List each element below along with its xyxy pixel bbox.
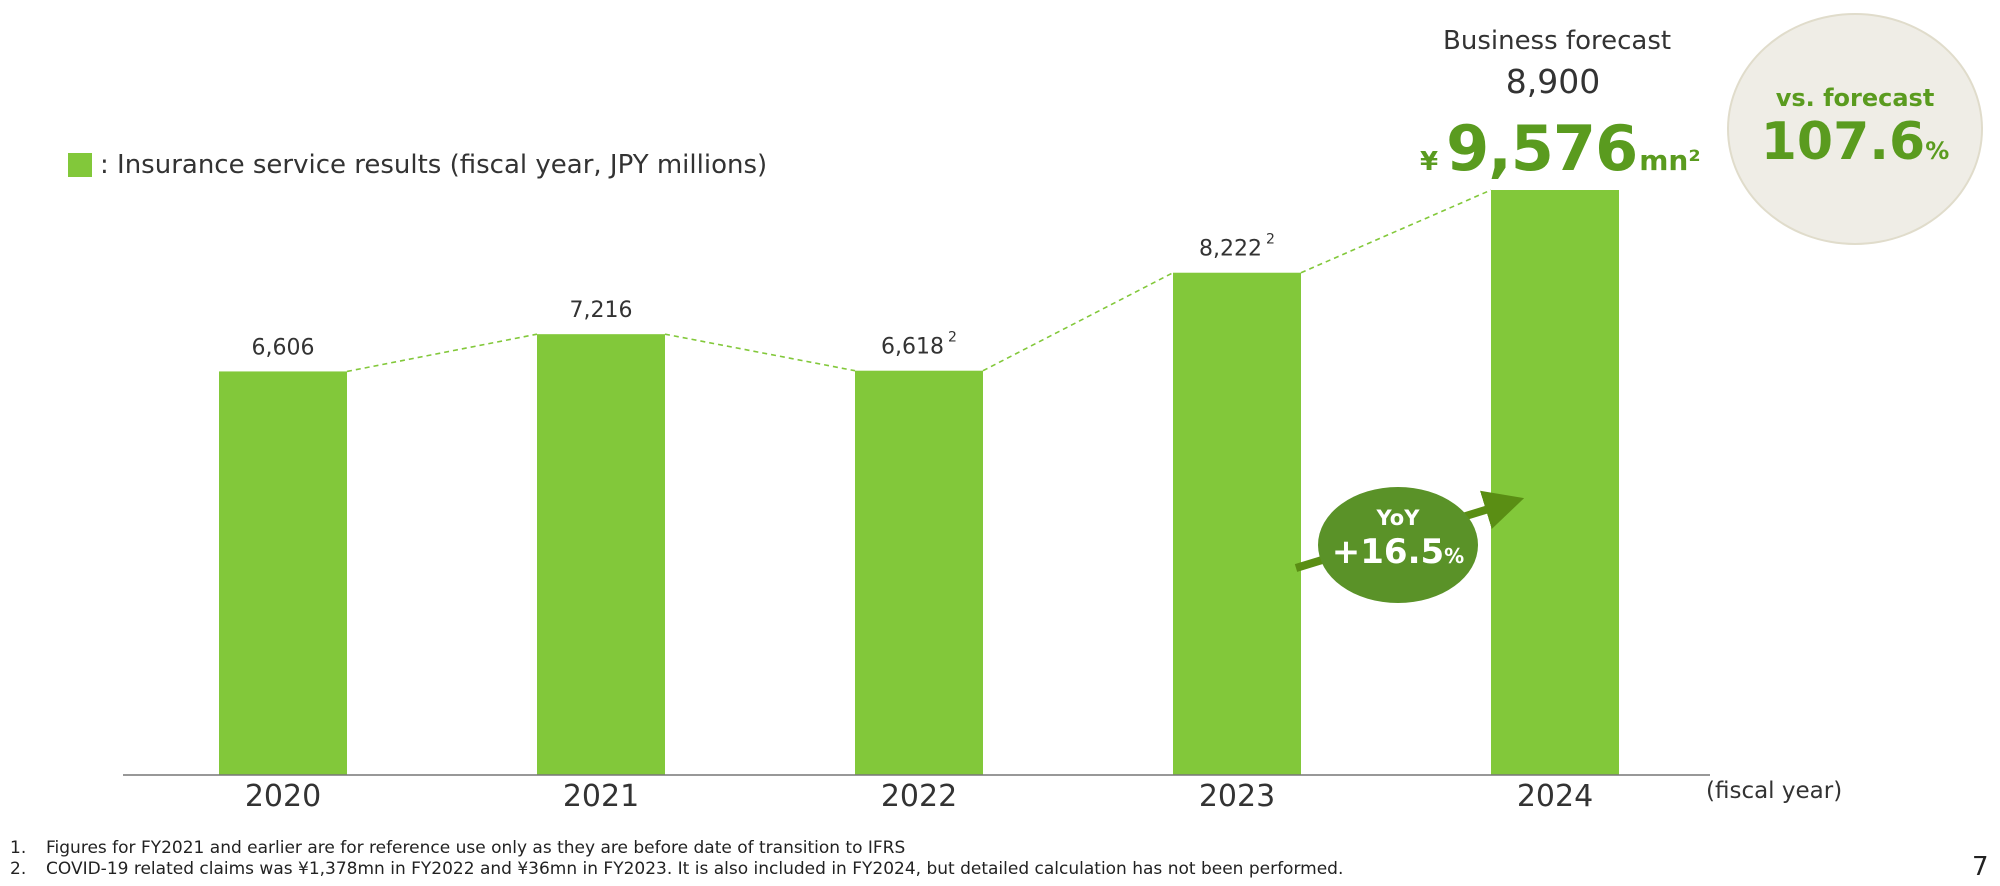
bar-2020 bbox=[219, 371, 347, 775]
x-tick-2022: 2022 bbox=[881, 779, 957, 814]
currency-symbol: ¥ bbox=[1420, 147, 1439, 177]
yoy-value: +16.5% bbox=[1318, 532, 1478, 572]
footnote-ref: 2 bbox=[948, 330, 957, 346]
footnote: 2. COVID-19 related claims was ¥1,378mn i… bbox=[10, 859, 1344, 879]
vs-forecast-circle bbox=[1727, 13, 1983, 245]
bar-2023 bbox=[1173, 272, 1301, 775]
yoy-label: YoY bbox=[1376, 506, 1420, 530]
footnotes: 1. Figures for FY2021 and earlier are for… bbox=[10, 838, 1343, 880]
bar-2022 bbox=[855, 370, 983, 775]
bar-2021 bbox=[537, 334, 665, 775]
vs-forecast-value: 107.6% bbox=[1727, 112, 1983, 172]
data-label-2021: 7,216 bbox=[570, 298, 633, 323]
trend-segment bbox=[1300, 189, 1492, 274]
x-tick-2023: 2023 bbox=[1199, 779, 1275, 814]
latest-unit: mn² bbox=[1639, 144, 1701, 177]
forecast-value: 8,900 bbox=[1505, 62, 1601, 101]
x-tick-2021: 2021 bbox=[563, 779, 639, 814]
vs-forecast-unit: % bbox=[1925, 137, 1950, 165]
yoy-number: +16.5 bbox=[1331, 532, 1445, 572]
yoy-unit: % bbox=[1444, 544, 1465, 568]
trend-segment bbox=[982, 272, 1174, 372]
x-tick-2020: 2020 bbox=[245, 779, 321, 814]
legend-swatch bbox=[68, 153, 92, 177]
data-label-2023: 8,222 2 bbox=[1199, 232, 1275, 262]
footnote: 1. Figures for FY2021 and earlier are for… bbox=[10, 838, 906, 858]
page-number: 7 bbox=[1972, 852, 1989, 882]
x-axis-label: (fiscal year) bbox=[1706, 778, 1843, 804]
vs-forecast-label: vs. forecast bbox=[1775, 84, 1935, 112]
latest-result: ¥ 9,576 mn² bbox=[1420, 112, 1701, 185]
legend-label: : Insurance service results (fiscal year… bbox=[100, 150, 768, 180]
bar-2024 bbox=[1491, 190, 1619, 775]
vs-forecast-number: 107.6 bbox=[1760, 112, 1926, 172]
x-tick-2024: 2024 bbox=[1517, 779, 1593, 814]
trend-segment bbox=[346, 333, 538, 373]
latest-value: 9,576 bbox=[1446, 112, 1638, 185]
footnote-ref: 2 bbox=[1266, 232, 1275, 248]
yoy-badge bbox=[1318, 487, 1478, 603]
trend-segment bbox=[664, 333, 856, 372]
forecast-title: Business forecast bbox=[1443, 26, 1672, 56]
data-label-2020: 6,606 bbox=[252, 335, 315, 360]
data-label-2022: 6,618 2 bbox=[881, 330, 957, 360]
chart-legend: : Insurance service results (fiscal year… bbox=[68, 150, 767, 180]
